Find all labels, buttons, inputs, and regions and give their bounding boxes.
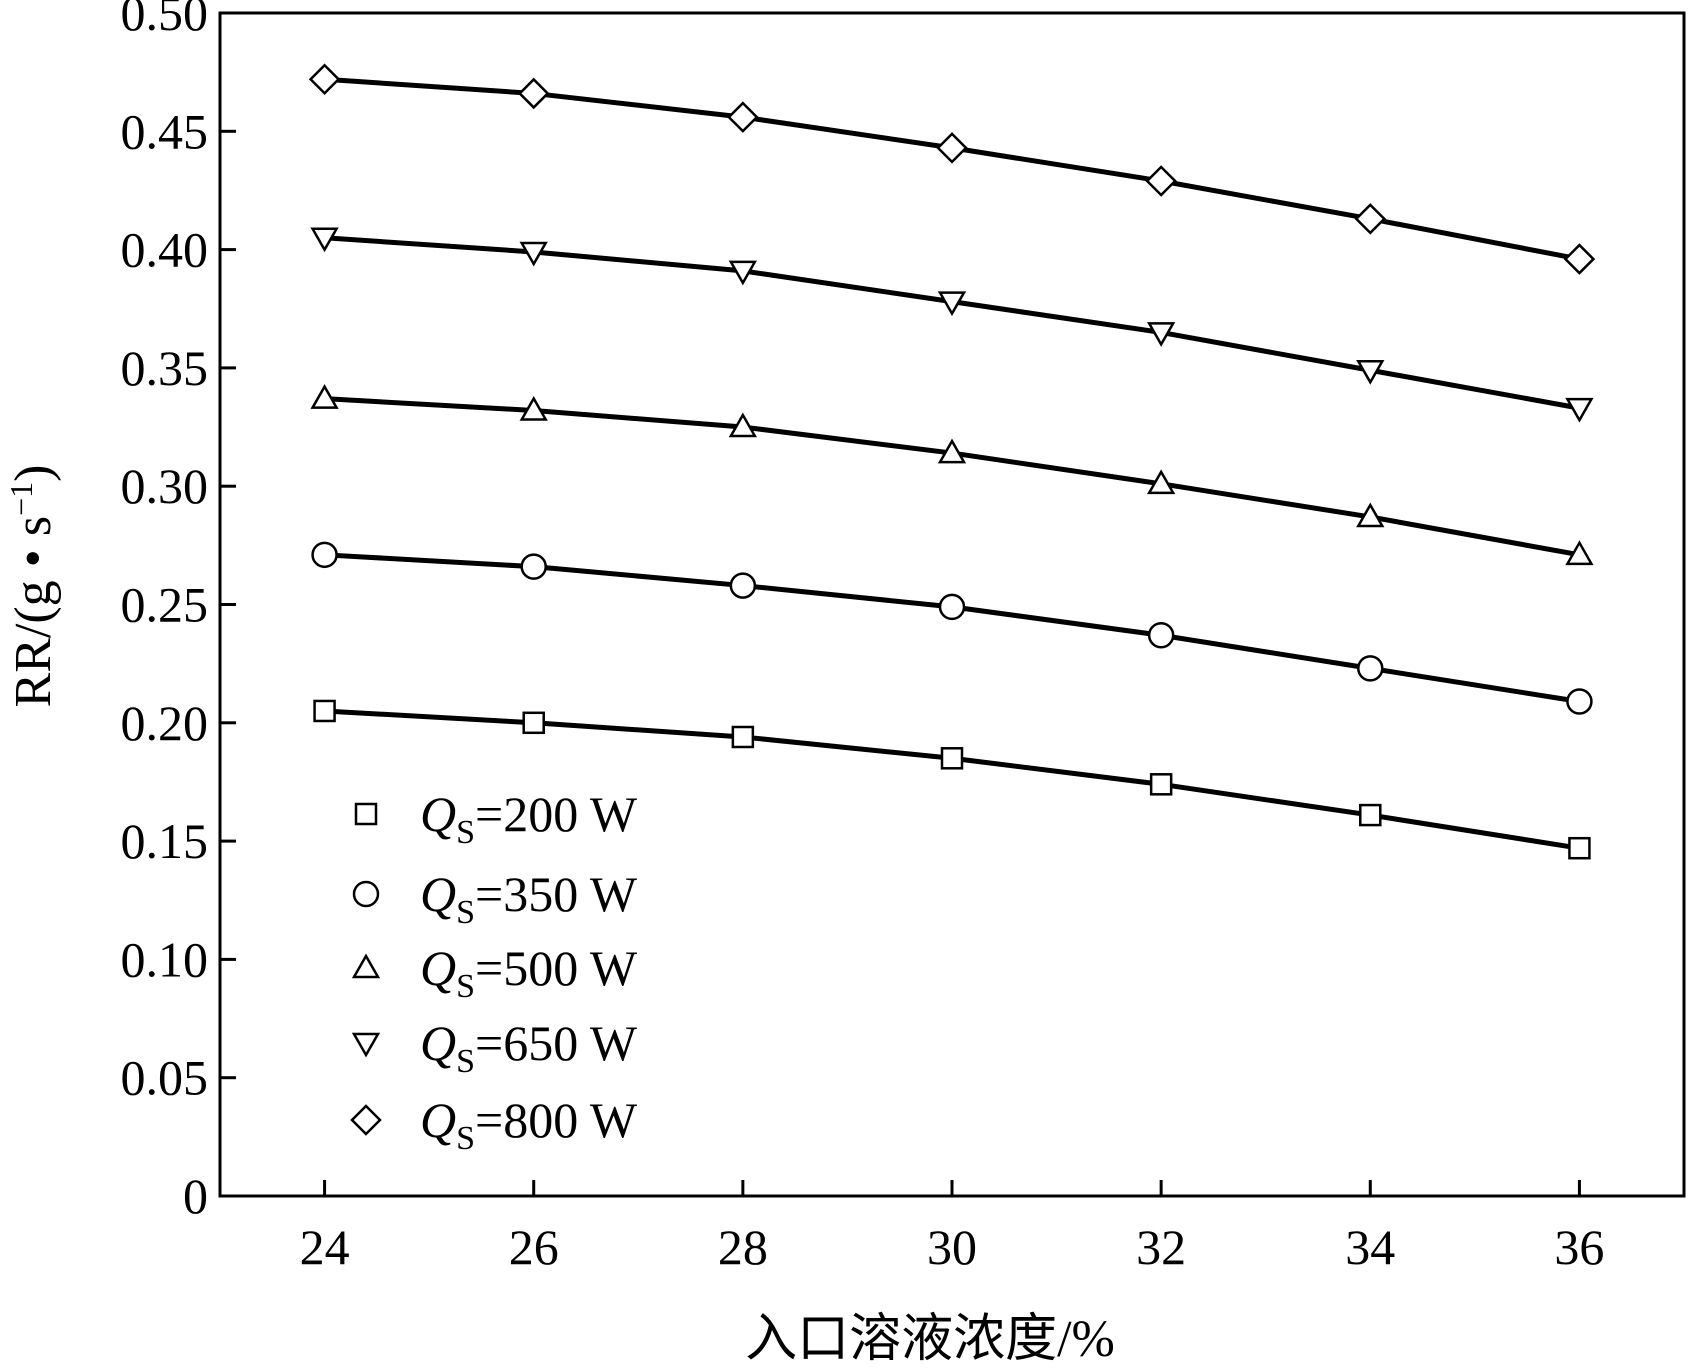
legend-marker-square bbox=[354, 802, 378, 826]
legend-label-value: =800 W bbox=[475, 1092, 638, 1148]
data-point-triangle-down bbox=[728, 260, 758, 286]
data-point-square bbox=[522, 711, 545, 735]
legend-label: QS=650 W bbox=[420, 1015, 638, 1080]
data-point-triangle-down bbox=[310, 227, 339, 253]
data-point-square bbox=[313, 699, 336, 723]
data-point-square bbox=[1149, 773, 1173, 796]
legend-label-value: =200 W bbox=[475, 786, 638, 842]
data-point-circle bbox=[311, 541, 338, 569]
legend-label-q: Q bbox=[420, 866, 456, 922]
y-tick-label: 0.10 bbox=[121, 931, 209, 987]
data-point-diamond bbox=[308, 63, 341, 96]
data-point-diamond bbox=[1354, 203, 1387, 235]
data-point-triangle-up bbox=[937, 438, 967, 464]
legend-marker-circle bbox=[352, 880, 380, 908]
data-point-triangle-up bbox=[1146, 469, 1176, 495]
x-tick-label: 32 bbox=[1136, 1219, 1186, 1275]
data-point-triangle-up bbox=[519, 395, 548, 421]
y-axis-title-exponent: −1 bbox=[3, 482, 39, 516]
legend-label: QS=500 W bbox=[420, 940, 638, 1005]
data-point-square bbox=[1568, 836, 1591, 860]
data-point-circle bbox=[1566, 688, 1593, 715]
x-tick-label: 26 bbox=[509, 1219, 559, 1275]
legend-label-q: Q bbox=[420, 940, 456, 996]
y-tick-label: 0.30 bbox=[121, 458, 209, 514]
legend-label-subscript: S bbox=[456, 1043, 475, 1080]
legend-label-q: Q bbox=[420, 1015, 456, 1071]
legend-marker-triangle-down bbox=[351, 1032, 381, 1058]
series-markers bbox=[308, 63, 1596, 860]
data-point-square bbox=[1359, 803, 1382, 827]
legend-label-subscript: S bbox=[456, 968, 475, 1005]
data-point-square bbox=[731, 725, 755, 749]
data-point-triangle-down bbox=[1356, 360, 1385, 385]
y-axis-title-suffix: ) bbox=[5, 465, 62, 482]
data-point-diamond bbox=[1563, 243, 1596, 275]
data-point-triangle-down bbox=[1565, 397, 1594, 423]
legend: QS=200 WQS=350 WQS=500 WQS=650 WQS=800 W bbox=[350, 786, 638, 1157]
data-point-triangle-up bbox=[1356, 502, 1385, 528]
x-axis-title: 入口溶液浓度/% bbox=[745, 1311, 1115, 1368]
y-axis-title-prefix: RR/(g • s bbox=[5, 516, 62, 708]
legend-label-q: Q bbox=[420, 786, 456, 842]
legend-label: QS=800 W bbox=[420, 1092, 638, 1157]
legend-label-q: Q bbox=[420, 1092, 456, 1148]
x-tick-label: 28 bbox=[718, 1219, 768, 1275]
y-tick-label: 0.40 bbox=[121, 222, 209, 278]
data-point-diamond bbox=[727, 101, 759, 133]
x-tick-label: 36 bbox=[1554, 1219, 1604, 1275]
y-axis-title: RR/(g • s−1) bbox=[3, 465, 62, 708]
x-tick-label: 24 bbox=[300, 1219, 350, 1275]
x-tick-label: 30 bbox=[927, 1219, 977, 1275]
x-axis: 24 26 28 30 32 34 36 bbox=[300, 1180, 1604, 1275]
data-point-square bbox=[940, 747, 964, 770]
x-tick-label: 34 bbox=[1345, 1219, 1395, 1275]
y-tick-label: 0.50 bbox=[121, 0, 209, 41]
legend-label-value: =650 W bbox=[475, 1015, 638, 1071]
y-axis: 0 0.05 0.10 0.15 0.20 0.25 0.30 0.35 0.40 0.45 0.5… bbox=[121, 0, 236, 1224]
y-tick-label: 0.05 bbox=[121, 1050, 209, 1106]
legend-label-value: =350 W bbox=[475, 866, 638, 922]
legend-label-subscript: S bbox=[456, 814, 475, 851]
series-line-3 bbox=[324, 235, 1580, 411]
data-point-circle bbox=[729, 572, 757, 599]
legend-label: QS=350 W bbox=[420, 866, 638, 931]
legend-label-value: =500 W bbox=[475, 940, 638, 996]
data-point-triangle-up bbox=[310, 384, 339, 409]
data-point-diamond bbox=[936, 132, 968, 164]
legend-label-subscript: S bbox=[456, 1120, 475, 1157]
y-tick-label: 0.45 bbox=[121, 103, 209, 159]
data-point-triangle-up bbox=[728, 412, 758, 438]
data-point-triangle-down bbox=[1146, 322, 1176, 347]
legend-label-subscript: S bbox=[456, 894, 475, 931]
series-line-2 bbox=[324, 396, 1580, 558]
series-line-4 bbox=[324, 76, 1580, 262]
data-point-diamond bbox=[517, 77, 550, 110]
y-tick-label: 0.15 bbox=[121, 813, 209, 869]
data-point-circle bbox=[520, 553, 547, 580]
data-point-circle bbox=[1357, 655, 1384, 682]
data-point-diamond bbox=[1145, 165, 1177, 197]
legend-marker-triangle-up bbox=[351, 953, 381, 979]
data-point-circle bbox=[1147, 622, 1175, 649]
data-point-triangle-down bbox=[937, 291, 967, 317]
y-tick-label: 0.35 bbox=[121, 340, 209, 396]
legend-marker-diamond bbox=[350, 1104, 382, 1136]
legend-label: QS=200 W bbox=[420, 786, 638, 851]
series-line-1 bbox=[324, 552, 1580, 704]
data-point-triangle-up bbox=[1565, 540, 1594, 566]
y-tick-label: 0.20 bbox=[121, 695, 209, 751]
y-tick-label: 0 bbox=[183, 1168, 208, 1224]
data-point-circle bbox=[938, 593, 966, 621]
data-point-triangle-down bbox=[519, 241, 548, 267]
series-lines bbox=[324, 76, 1580, 851]
y-tick-label: 0.25 bbox=[121, 577, 209, 633]
